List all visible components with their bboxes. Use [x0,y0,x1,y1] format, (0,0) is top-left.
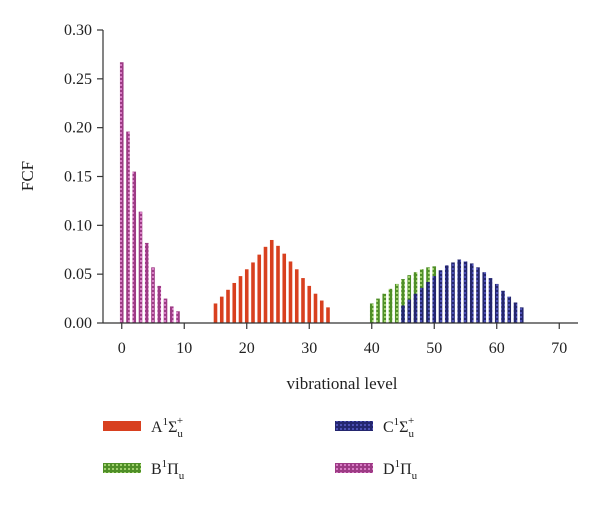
bar [476,267,480,323]
bar [482,272,487,323]
y-ticks: 0.00 0.05 0.10 0.15 0.20 0.25 0.30 [64,22,103,332]
y-tick-label: 0.10 [64,217,92,234]
bar [151,267,155,323]
bar [382,293,387,323]
x-tick-label: 70 [551,340,567,357]
bars-layer [119,62,524,323]
y-tick-label: 0.25 [64,71,92,88]
bar [157,285,162,323]
legend-swatch [103,463,141,473]
legend-item: C1Σu+ [335,415,414,440]
bar [463,261,468,323]
bar [507,296,512,323]
bar [419,287,424,323]
bar [488,278,493,323]
bar [451,262,455,323]
bar [132,171,137,323]
bar [263,246,268,323]
bar [226,289,230,323]
bar [501,290,505,323]
y-tick-label: 0.30 [64,22,92,39]
x-tick-label: 40 [364,340,380,357]
bar [407,275,412,323]
x-tick-label: 20 [239,340,255,357]
bar [294,269,299,323]
bar [444,265,449,323]
y-tick-label: 0.20 [64,120,92,137]
bar [469,263,474,323]
bar [376,298,380,323]
bar [301,278,305,323]
legend-label: A1Σu+ [151,415,183,440]
bar [144,242,149,323]
bar [426,281,430,323]
bar [232,282,237,323]
bar [319,300,324,323]
bar [138,211,143,323]
bar [513,302,518,323]
y-tick-label: 0.00 [64,315,92,332]
bar [407,299,412,323]
bar [288,261,293,323]
legend-label: C1Σu+ [383,415,414,440]
legend-item: A1Σu+ [103,415,183,440]
bar [494,283,499,323]
bar [119,62,124,323]
bar [213,303,218,323]
bar [169,306,174,323]
legend-swatch [103,421,141,431]
bar [519,307,524,323]
bar [413,293,418,323]
bar [163,298,168,323]
bar [401,305,405,323]
x-axis-title: vibrational level [287,374,398,393]
legend-label: B1Πu [151,458,185,482]
y-axis-title: FCF [18,161,37,191]
legend: A1Σu+ C1Σu+ B1Πu D1Πu [103,415,418,482]
bar [238,276,243,323]
x-tick-label: 0 [118,340,126,357]
bar [326,307,330,323]
bar [282,253,287,323]
bar [176,311,180,323]
bar [244,269,249,323]
bar [438,270,443,323]
x-tick-label: 30 [301,340,317,357]
bar [251,262,255,323]
bar [369,303,374,323]
plot-area: 0 10 20 30 40 50 60 70 0.00 0.05 0.10 0.15 0.20 0.25… [64,22,578,357]
bar [313,293,318,323]
bar [276,245,280,323]
legend-swatch [335,463,373,473]
bar [457,259,462,323]
bar [126,131,130,323]
x-tick-label: 10 [176,340,192,357]
legend-label: D1Πu [383,458,418,482]
bar [307,285,312,323]
bar [269,239,274,323]
bar [388,288,393,323]
x-tick-label: 50 [426,340,442,357]
legend-swatch [335,421,373,431]
x-ticks: 0 10 20 30 40 50 60 70 [118,323,567,357]
bar [394,283,399,323]
legend-item: B1Πu [103,458,185,482]
y-tick-label: 0.15 [64,169,92,186]
bar [432,276,437,323]
x-tick-label: 60 [489,340,505,357]
legend-item: D1Πu [335,458,418,482]
y-tick-label: 0.05 [64,266,92,283]
bar [401,279,405,323]
bar [219,296,224,323]
bar [257,254,262,323]
